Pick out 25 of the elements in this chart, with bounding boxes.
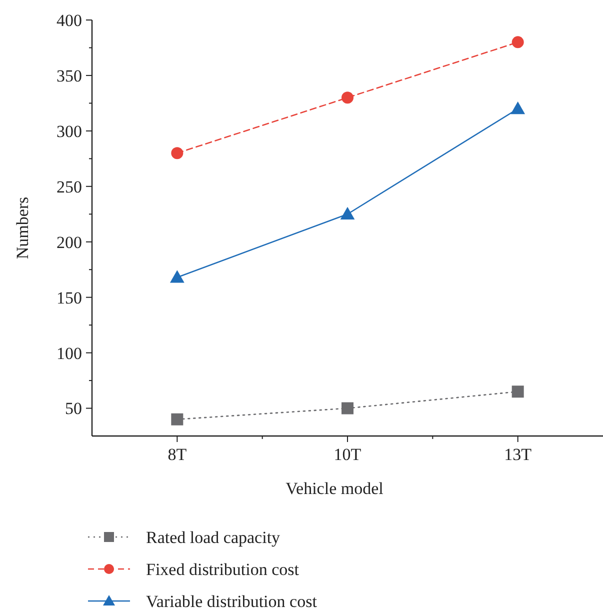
x-axis-title: Vehicle model bbox=[286, 479, 384, 498]
legend-label: Rated load capacity bbox=[146, 528, 281, 547]
x-tick-label: 8T bbox=[168, 445, 188, 464]
point bbox=[171, 413, 184, 426]
y-tick-label: 100 bbox=[56, 344, 82, 363]
y-tick-label: 150 bbox=[56, 288, 82, 308]
point bbox=[512, 386, 524, 398]
legend-label: Fixed distribution cost bbox=[146, 560, 300, 579]
point bbox=[342, 402, 354, 414]
y-tick-label: 250 bbox=[56, 177, 82, 196]
y-tick-label: 200 bbox=[56, 232, 82, 252]
x-tick-label: 13T bbox=[504, 445, 532, 464]
point bbox=[170, 270, 184, 283]
y-tick-label: 350 bbox=[56, 66, 82, 86]
y-tick-label: 300 bbox=[56, 122, 82, 141]
y-tick-label: 50 bbox=[65, 399, 82, 418]
point bbox=[512, 36, 524, 48]
legend-label: Variable distribution cost bbox=[146, 592, 318, 611]
point bbox=[171, 147, 184, 160]
y-tick-label: 400 bbox=[56, 10, 82, 30]
point bbox=[340, 206, 355, 220]
y-axis-title: Numbers bbox=[13, 196, 32, 260]
point bbox=[510, 102, 526, 114]
x-tick-label: 10T bbox=[334, 445, 362, 464]
point bbox=[342, 92, 354, 104]
